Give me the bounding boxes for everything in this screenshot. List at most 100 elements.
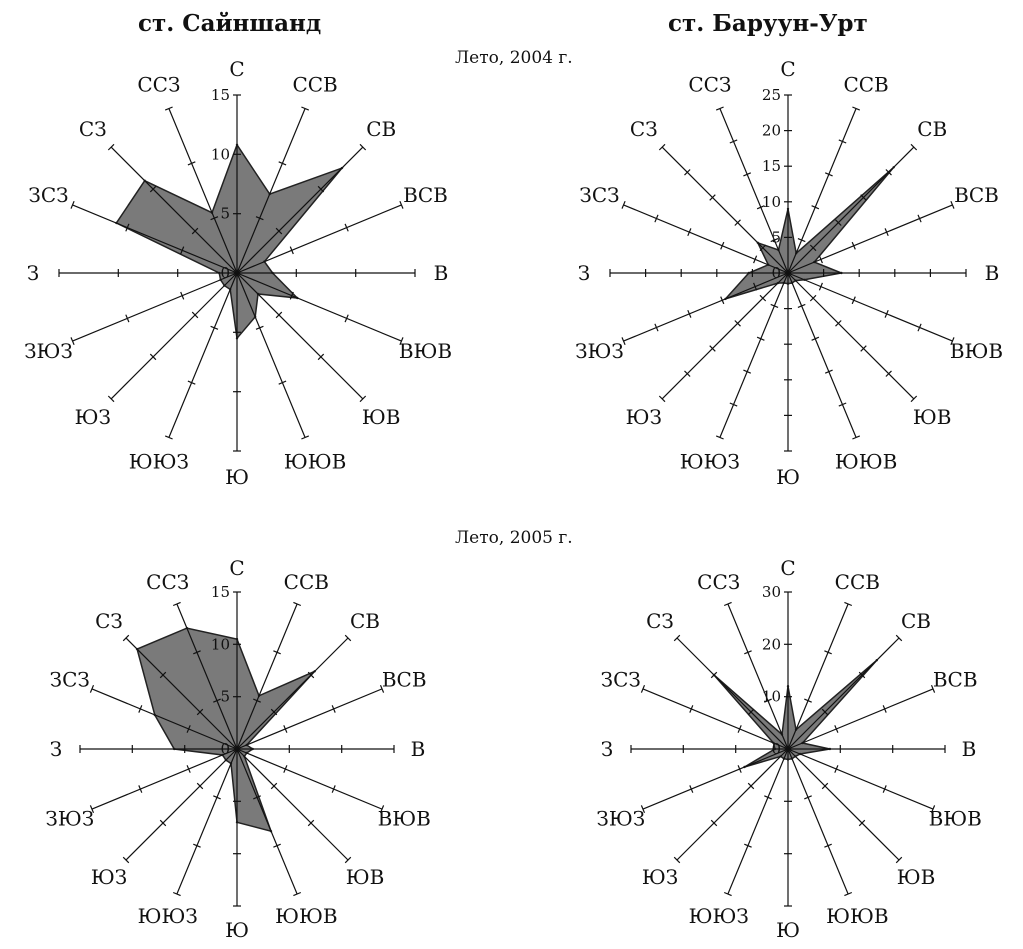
axis-tick: [885, 169, 892, 176]
axis-tick: [138, 785, 143, 793]
radial-tick-label: 20: [762, 635, 781, 653]
axis-tick: [824, 650, 832, 655]
axis-ssv: [787, 603, 849, 750]
direction-label-yuv: ЮВ: [913, 405, 952, 429]
axis-yuyuz: [719, 272, 789, 438]
axis-tick: [278, 161, 287, 166]
axis-tick: [196, 708, 204, 716]
axis-vsv: [236, 688, 383, 750]
axis-tick: [715, 435, 724, 440]
axis-tick: [809, 294, 817, 302]
direction-label-ssv: ССВ: [835, 570, 880, 594]
axis-tick: [673, 856, 681, 864]
direction-label-sz: СЗ: [79, 117, 107, 141]
axis-tick: [196, 782, 204, 790]
radial-tick-label: 15: [211, 86, 230, 104]
direction-label-zyuz: ЗЮЗ: [45, 806, 94, 830]
axis-tick: [950, 337, 955, 346]
axis-tick: [186, 765, 191, 773]
axis-tick: [764, 698, 772, 703]
axis-tick: [317, 185, 325, 193]
radial-tick-label: 10: [211, 145, 230, 163]
axis-yuyuz: [727, 748, 789, 895]
axis-ssz: [719, 108, 789, 274]
axis-zsz: [91, 688, 238, 750]
axis-ssv: [236, 108, 306, 274]
axis-zyuz: [91, 748, 238, 810]
axis-zyuz: [642, 748, 789, 810]
direction-label-zyuz: ЗЮЗ: [24, 339, 73, 363]
axis-yuyuv: [787, 272, 857, 438]
station-title-sainshand: ст. Сайншанд: [138, 10, 322, 37]
axis-tick: [255, 325, 264, 330]
axis-tick: [344, 314, 349, 323]
axis-tick: [640, 805, 646, 814]
axis-sv: [787, 146, 915, 274]
axis-tick: [851, 296, 856, 305]
period-title-2005: Лето, 2005 г.: [455, 528, 573, 548]
direction-label-ssz: ССЗ: [697, 570, 740, 594]
axis-tick: [172, 891, 181, 897]
axis-tick: [658, 395, 666, 403]
axis-vsv: [787, 688, 934, 750]
direction-label-vyuv: ВЮВ: [950, 339, 1003, 363]
axis-tick: [379, 805, 385, 814]
axis-zsz: [642, 688, 789, 750]
axis-tick: [253, 795, 261, 800]
axis-yuz: [676, 748, 789, 861]
axis-tick: [895, 856, 903, 864]
axis-tick: [273, 843, 281, 848]
axis-tick: [122, 856, 130, 864]
axis-tick: [835, 219, 842, 226]
axis-tick: [191, 311, 199, 319]
axis-tick: [213, 698, 221, 703]
axis-tick: [283, 765, 288, 773]
axis-tick: [138, 705, 143, 713]
axis-yuz: [110, 272, 238, 400]
radial-tick-label: 0: [771, 264, 781, 282]
axis-tick: [884, 309, 889, 318]
axis-tick: [193, 650, 201, 655]
axis-tick: [753, 255, 758, 264]
axis-yuv: [787, 748, 900, 861]
axis-tick: [858, 671, 866, 679]
axis-tick: [687, 228, 692, 237]
axis-tick: [399, 337, 404, 346]
axis-sv: [236, 146, 364, 274]
radial-tick-label: 0: [771, 740, 781, 758]
axis-zyuz: [72, 272, 238, 342]
direction-label-yuz: ЮЗ: [642, 865, 678, 889]
axis-tick: [838, 139, 847, 144]
direction-label-ssv: ССВ: [292, 73, 337, 97]
axis-sv: [787, 637, 900, 750]
axis-tick: [824, 369, 833, 374]
axis-ssz: [176, 603, 238, 750]
axis-tick: [852, 435, 861, 440]
axis-tick: [684, 169, 691, 176]
axis-tick: [359, 143, 367, 151]
axis-tick: [884, 228, 889, 237]
axis-tick: [858, 819, 866, 827]
axis-tick: [851, 241, 856, 250]
axis-tick: [811, 205, 820, 210]
axis-tick: [882, 705, 887, 713]
axis-tick: [293, 601, 302, 607]
axis-yuyuv: [787, 748, 849, 895]
axis-yuz: [125, 748, 238, 861]
axis-tick: [797, 303, 806, 308]
radial-tick-label: 20: [762, 122, 781, 140]
axis-tick: [838, 402, 847, 407]
radial-tick-label: 10: [762, 193, 781, 211]
axis-tick: [818, 255, 823, 264]
axis-tick: [821, 708, 829, 716]
direction-label-yu: Ю: [776, 465, 800, 489]
direction-label-s: С: [780, 57, 795, 81]
direction-label-vsv: ВСВ: [403, 183, 448, 207]
radial-tick-label: 10: [211, 635, 230, 653]
axis-tick: [710, 671, 718, 679]
axis-tick: [804, 698, 812, 703]
axis-tick: [950, 200, 955, 209]
axis-tick: [640, 684, 646, 693]
axis-tick: [255, 216, 264, 221]
